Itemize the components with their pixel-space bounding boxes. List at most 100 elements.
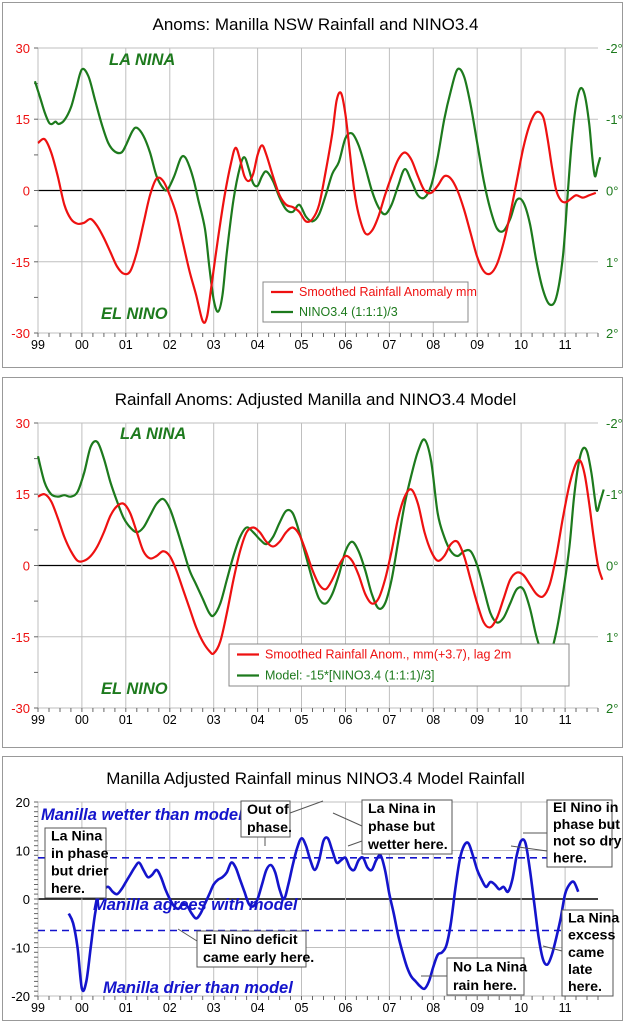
svg-text:02: 02: [163, 713, 177, 727]
svg-text:99: 99: [31, 1001, 45, 1015]
svg-text:2°: 2°: [606, 701, 618, 716]
svg-text:04: 04: [251, 713, 265, 727]
svg-text:Manilla agrees with model: Manilla agrees with model: [93, 896, 298, 914]
svg-text:rain here.: rain here.: [453, 978, 517, 994]
svg-text:30: 30: [16, 416, 30, 431]
svg-text:01: 01: [119, 1001, 133, 1015]
svg-text:08: 08: [426, 338, 440, 352]
svg-text:09: 09: [470, 338, 484, 352]
svg-text:excess: excess: [568, 928, 615, 944]
svg-text:Smoothed Rainfall Anom., mm(+3: Smoothed Rainfall Anom., mm(+3.7), lag 2…: [265, 648, 511, 662]
svg-text:La Nina in: La Nina in: [368, 801, 436, 817]
svg-text:-15: -15: [11, 255, 30, 270]
svg-text:phase.: phase.: [247, 820, 292, 836]
svg-text:07: 07: [382, 713, 396, 727]
svg-text:here.: here.: [568, 979, 602, 995]
svg-text:00: 00: [75, 713, 89, 727]
svg-text:08: 08: [426, 713, 440, 727]
svg-text:05: 05: [295, 1001, 309, 1015]
svg-text:-2°: -2°: [606, 416, 623, 431]
svg-text:03: 03: [207, 1001, 221, 1015]
svg-text:04: 04: [251, 338, 265, 352]
svg-text:03: 03: [207, 338, 221, 352]
svg-text:01: 01: [119, 338, 133, 352]
svg-text:07: 07: [382, 338, 396, 352]
svg-text:10: 10: [514, 1001, 528, 1015]
svg-text:11: 11: [559, 1001, 572, 1015]
svg-text:wetter here.: wetter here.: [367, 837, 448, 853]
svg-text:15: 15: [16, 112, 30, 127]
svg-text:Model: -15*[NINO3.4 (1:1:1)/3]: Model: -15*[NINO3.4 (1:1:1)/3]: [265, 669, 435, 683]
svg-text:LA NINA: LA NINA: [120, 425, 186, 443]
svg-text:not so dry: not so dry: [553, 834, 622, 850]
svg-text:99: 99: [31, 713, 45, 727]
svg-text:0°: 0°: [606, 559, 618, 574]
svg-text:Manilla Adjusted Rainfall minu: Manilla Adjusted Rainfall minus NINO3.4 …: [106, 769, 525, 788]
svg-text:1°: 1°: [606, 630, 618, 645]
svg-text:came: came: [568, 945, 604, 961]
svg-text:NINO3.4 (1:1:1)/3: NINO3.4 (1:1:1)/3: [299, 305, 398, 319]
svg-text:02: 02: [163, 1001, 177, 1015]
svg-text:Out of: Out of: [247, 802, 289, 818]
svg-text:03: 03: [207, 713, 221, 727]
svg-text:-10: -10: [11, 941, 30, 956]
svg-text:here.: here.: [553, 850, 587, 866]
svg-text:No La Nina: No La Nina: [453, 959, 527, 975]
svg-text:99: 99: [31, 338, 45, 352]
svg-text:06: 06: [339, 713, 353, 727]
svg-text:11: 11: [559, 338, 572, 352]
svg-text:LA NINA: LA NINA: [109, 51, 175, 69]
svg-text:05: 05: [295, 338, 309, 352]
svg-text:El Nino in: El Nino in: [553, 800, 618, 816]
svg-text:-2°: -2°: [606, 41, 623, 56]
svg-text:EL NINO: EL NINO: [101, 680, 168, 698]
svg-text:05: 05: [295, 713, 309, 727]
svg-text:20: 20: [16, 795, 30, 810]
svg-text:-30: -30: [11, 701, 30, 716]
svg-text:11: 11: [559, 713, 572, 727]
svg-text:late: late: [568, 962, 593, 978]
svg-text:15: 15: [16, 487, 30, 502]
svg-text:09: 09: [470, 713, 484, 727]
svg-text:04: 04: [251, 1001, 265, 1015]
svg-text:in phase: in phase: [51, 846, 109, 862]
svg-text:La Nina: La Nina: [568, 910, 619, 926]
svg-text:La Nina: La Nina: [51, 829, 102, 845]
svg-text:Manilla wetter than model: Manilla wetter than model: [41, 806, 243, 824]
svg-text:EL NINO: EL NINO: [101, 305, 168, 323]
svg-text:0: 0: [23, 559, 30, 574]
svg-text:0°: 0°: [606, 184, 618, 199]
svg-text:0: 0: [23, 892, 30, 907]
svg-text:10: 10: [514, 338, 528, 352]
svg-text:here.: here.: [51, 881, 85, 897]
svg-text:07: 07: [382, 1001, 396, 1015]
svg-text:Manilla drier than model: Manilla drier than model: [103, 979, 293, 997]
svg-text:El Nino deficit: El Nino deficit: [203, 932, 298, 948]
svg-text:30: 30: [16, 41, 30, 56]
svg-text:06: 06: [339, 338, 353, 352]
svg-text:1°: 1°: [606, 255, 618, 270]
svg-text:phase but: phase but: [368, 819, 435, 835]
svg-text:02: 02: [163, 338, 177, 352]
svg-text:01: 01: [119, 713, 133, 727]
svg-text:but drier: but drier: [51, 864, 109, 880]
svg-text:08: 08: [426, 1001, 440, 1015]
svg-text:2°: 2°: [606, 326, 618, 341]
svg-text:-1°: -1°: [606, 487, 623, 502]
svg-text:00: 00: [75, 338, 89, 352]
svg-text:10: 10: [16, 844, 30, 859]
svg-text:-30: -30: [11, 326, 30, 341]
svg-text:came early here.: came early here.: [203, 950, 314, 966]
svg-text:Rainfall Anoms: Adjusted Manil: Rainfall Anoms: Adjusted Manilla and NIN…: [115, 390, 517, 409]
svg-text:-1°: -1°: [606, 112, 623, 127]
svg-text:09: 09: [470, 1001, 484, 1015]
svg-text:10: 10: [514, 713, 528, 727]
svg-text:Anoms: Manilla NSW Rainfall an: Anoms: Manilla NSW Rainfall and NINO3.4: [153, 15, 479, 34]
svg-text:Smoothed Rainfall Anomaly mm: Smoothed Rainfall Anomaly mm: [299, 285, 477, 299]
svg-text:-15: -15: [11, 630, 30, 645]
svg-text:0: 0: [23, 184, 30, 199]
svg-text:06: 06: [339, 1001, 353, 1015]
svg-text:phase but: phase but: [553, 817, 620, 833]
svg-text:-20: -20: [11, 989, 30, 1004]
svg-text:00: 00: [75, 1001, 89, 1015]
